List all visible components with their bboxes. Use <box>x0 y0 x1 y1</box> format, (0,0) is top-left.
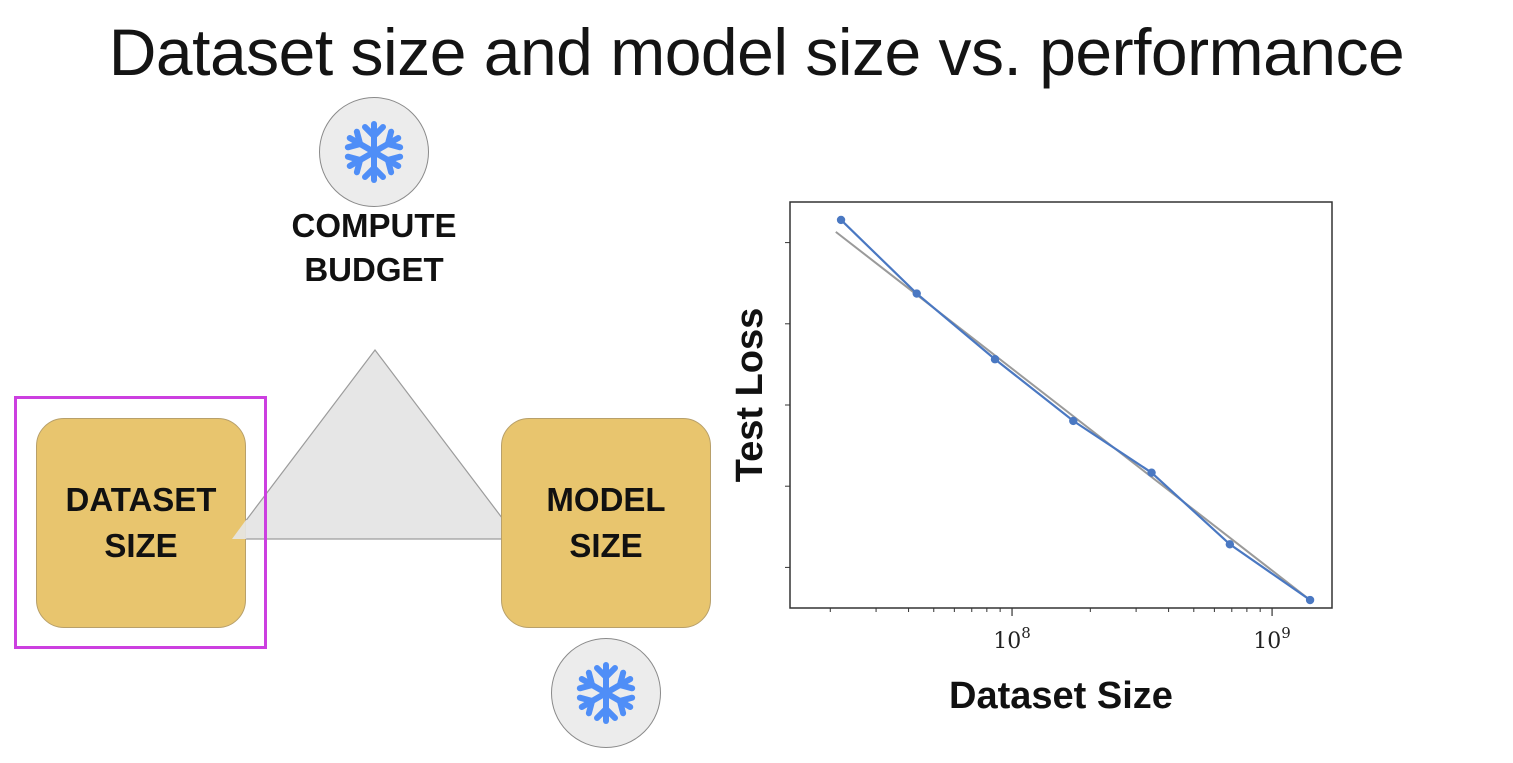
plot-frame <box>789 201 1333 609</box>
compute-snowflake-icon <box>319 97 429 207</box>
data-point <box>990 355 1000 364</box>
model-snowflake-icon <box>551 638 661 748</box>
compute-budget-line2: BUDGET <box>304 251 444 288</box>
compute-budget-label: COMPUTE BUDGET <box>254 204 494 292</box>
dataset-size-box: DATASET SIZE <box>36 418 246 628</box>
data-point <box>836 215 846 225</box>
dataset-size-highlight <box>14 396 267 649</box>
data-point <box>1305 595 1315 605</box>
x-tick-label: 109 <box>1253 624 1291 654</box>
test-loss-chart: 108 109 Dataset Size Test Loss <box>729 201 1333 717</box>
model-size-line2: SIZE <box>569 527 643 564</box>
model-size-line1: MODEL <box>546 481 666 518</box>
data-point <box>1225 540 1235 549</box>
y-axis-label: Test Loss <box>729 308 771 483</box>
x-axis-label: Dataset Size <box>949 675 1173 717</box>
data-line <box>840 219 1311 601</box>
data-point <box>1147 468 1156 477</box>
dataset-size-line2: SIZE <box>104 527 178 564</box>
dataset-size-line1: DATASET <box>65 481 217 518</box>
compute-budget-line1: COMPUTE <box>291 207 457 244</box>
slide-title: Dataset size and model size vs. performa… <box>108 15 1405 89</box>
fit-line <box>835 231 1311 601</box>
triangle-overlap <box>232 520 260 539</box>
data-point <box>912 289 921 298</box>
model-size-box: MODEL SIZE <box>501 418 711 628</box>
x-tick-label: 108 <box>993 624 1031 654</box>
data-point <box>1069 416 1078 426</box>
compute-triangle <box>230 349 520 540</box>
